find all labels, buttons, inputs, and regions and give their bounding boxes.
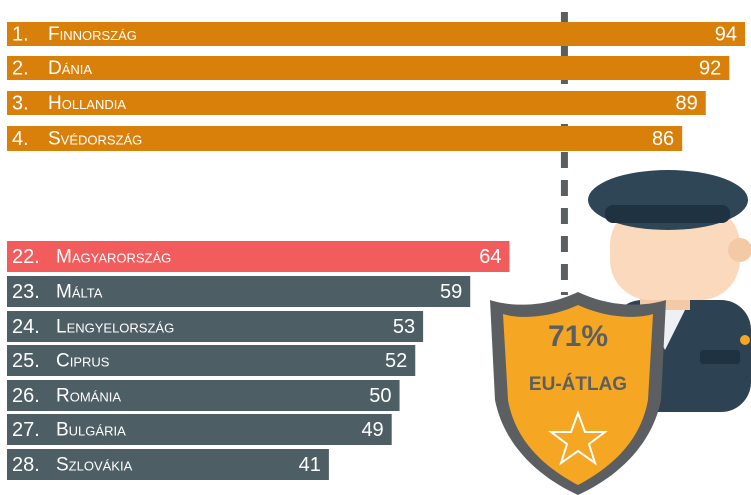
category-label: Dánia bbox=[48, 58, 92, 79]
bar bbox=[7, 311, 424, 342]
value-label: 49 bbox=[361, 419, 383, 441]
value-label: 41 bbox=[299, 454, 321, 476]
bar bbox=[7, 91, 706, 115]
value-label: 86 bbox=[652, 128, 674, 150]
value-label: 52 bbox=[385, 350, 407, 372]
category-label: Bulgária bbox=[56, 420, 126, 441]
average-value: 71% bbox=[548, 320, 608, 353]
category-label: Svédország bbox=[48, 129, 142, 150]
rank-label: 28. bbox=[12, 454, 40, 476]
value-label: 94 bbox=[715, 23, 737, 45]
shield: 71% EU-ÁTLAG bbox=[490, 292, 666, 495]
category-label: Finnország bbox=[48, 24, 137, 45]
rank-label: 27. bbox=[12, 419, 40, 441]
category-label: Románia bbox=[56, 386, 121, 407]
rank-label: 23. bbox=[12, 281, 40, 303]
value-label: 59 bbox=[440, 281, 462, 303]
rank-label: 24. bbox=[12, 316, 40, 338]
category-label: Ciprus bbox=[56, 351, 110, 372]
bar bbox=[7, 56, 730, 80]
bar bbox=[7, 449, 329, 480]
category-label: Málta bbox=[56, 282, 103, 303]
bar bbox=[7, 380, 400, 411]
category-label: Magyarország bbox=[56, 247, 171, 268]
rank-label: 3. bbox=[12, 92, 29, 114]
value-label: 92 bbox=[699, 57, 721, 79]
rank-label: 25. bbox=[12, 350, 40, 372]
rank-label: 1. bbox=[12, 23, 29, 45]
rank-label: 22. bbox=[12, 246, 40, 268]
value-label: 64 bbox=[479, 246, 501, 268]
bar bbox=[7, 345, 416, 376]
bar bbox=[7, 414, 392, 445]
bar bbox=[7, 22, 745, 46]
category-label: Szlovákia bbox=[56, 455, 133, 476]
value-label: 53 bbox=[393, 316, 415, 338]
bar bbox=[7, 276, 471, 307]
value-label: 50 bbox=[369, 385, 391, 407]
rank-label: 26. bbox=[12, 385, 40, 407]
bar bbox=[7, 126, 683, 151]
average-label: EU-ÁTLAG bbox=[529, 373, 627, 395]
value-label: 89 bbox=[675, 92, 697, 114]
bar bbox=[7, 241, 510, 272]
category-label: Hollandia bbox=[48, 93, 126, 114]
category-label: Lengyelország bbox=[56, 317, 174, 338]
rank-label: 2. bbox=[12, 57, 29, 79]
rank-label: 4. bbox=[12, 128, 29, 150]
